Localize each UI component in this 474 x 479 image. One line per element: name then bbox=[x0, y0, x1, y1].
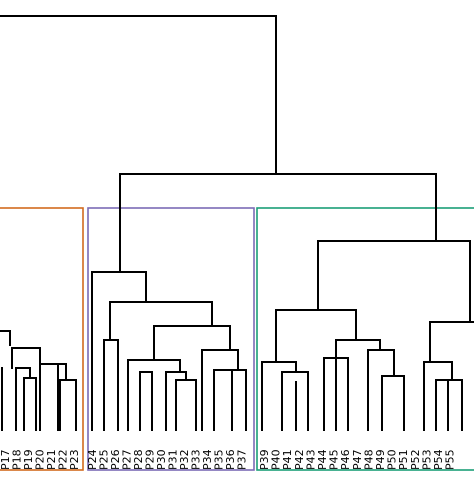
leaf-label: P26 bbox=[109, 449, 122, 470]
cluster-box-right bbox=[256, 207, 474, 471]
branch-right-j bbox=[335, 339, 381, 351]
branch-right-w bbox=[435, 379, 463, 431]
leaf-label: P39 bbox=[258, 449, 271, 470]
branch-mid-m bbox=[165, 371, 187, 381]
branch-mid-o bbox=[175, 379, 197, 431]
leaf-label: P53 bbox=[420, 449, 433, 470]
leaf-label: P29 bbox=[144, 449, 157, 470]
branch-right-g bbox=[281, 371, 309, 431]
leaf-label: P24 bbox=[86, 449, 99, 470]
cluster-boxes bbox=[0, 207, 474, 471]
branch-right-q bbox=[381, 375, 405, 431]
leaf-label: P43 bbox=[304, 449, 317, 470]
leaf-label: P37 bbox=[236, 449, 249, 470]
branch-mid-e bbox=[103, 339, 119, 431]
branch-mid-c bbox=[109, 301, 213, 327]
branch-upper bbox=[119, 173, 437, 242]
leaf-label: P54 bbox=[432, 449, 445, 470]
cluster-box-middle bbox=[87, 207, 255, 471]
leaf-label: P41 bbox=[281, 449, 294, 470]
leaf-label: P50 bbox=[386, 449, 399, 470]
branch-mid-s bbox=[213, 369, 247, 431]
leaf-label: P47 bbox=[351, 449, 364, 470]
leaf-label: P23 bbox=[68, 449, 81, 470]
leaf-label: P48 bbox=[362, 449, 375, 470]
leaf-label: P33 bbox=[190, 449, 203, 470]
branch-right-o bbox=[367, 349, 395, 377]
leaf-label: P22 bbox=[57, 449, 70, 470]
leaf-label: P27 bbox=[121, 449, 134, 470]
leaf-label: P51 bbox=[397, 449, 410, 470]
branch-mid-q bbox=[201, 349, 239, 371]
leaf-label: P35 bbox=[213, 449, 226, 470]
branch-left-l bbox=[59, 379, 77, 431]
leaf-label: P45 bbox=[328, 449, 341, 470]
leaf-label: P28 bbox=[132, 449, 145, 470]
leaf-label: P20 bbox=[34, 449, 47, 470]
leaf-label: P32 bbox=[178, 449, 191, 470]
leaf-label: P18 bbox=[11, 449, 24, 470]
leaf-label: P49 bbox=[374, 449, 387, 470]
leaf-label: P40 bbox=[270, 449, 283, 470]
dendrogram-branches bbox=[0, 15, 474, 431]
branch-root bbox=[0, 15, 277, 175]
branch-mid-k bbox=[139, 371, 153, 431]
branch-mid-i bbox=[127, 359, 181, 373]
leaf-label: P34 bbox=[201, 449, 214, 470]
leaf-label: P55 bbox=[444, 449, 457, 470]
leaf-label: P21 bbox=[45, 449, 58, 470]
cluster-box-left bbox=[0, 207, 84, 471]
leaf-label: P30 bbox=[155, 449, 168, 470]
branch-left-h bbox=[23, 377, 37, 431]
leaf-label: P25 bbox=[98, 449, 111, 470]
branch-right-a bbox=[317, 240, 471, 323]
leaf-label: P44 bbox=[316, 449, 329, 470]
branch-right-e bbox=[261, 361, 297, 373]
branch-right-l bbox=[323, 357, 349, 431]
branch-right-c bbox=[275, 309, 357, 341]
branch-left-e bbox=[15, 367, 31, 379]
leaf-label: P36 bbox=[224, 449, 237, 470]
leaf-label: P52 bbox=[409, 449, 422, 470]
leaf-label: P46 bbox=[339, 449, 352, 470]
branch-left-c bbox=[39, 347, 67, 381]
branch-mid-g bbox=[153, 325, 231, 351]
leaf-label: P17 bbox=[0, 449, 12, 470]
leaf-label: P42 bbox=[293, 449, 306, 470]
leaf-label: P31 bbox=[167, 449, 180, 470]
branch-right-u bbox=[423, 361, 453, 381]
branch-mid-a bbox=[91, 271, 147, 303]
leaf-label: P19 bbox=[22, 449, 35, 470]
branch-left-a bbox=[0, 330, 11, 346]
